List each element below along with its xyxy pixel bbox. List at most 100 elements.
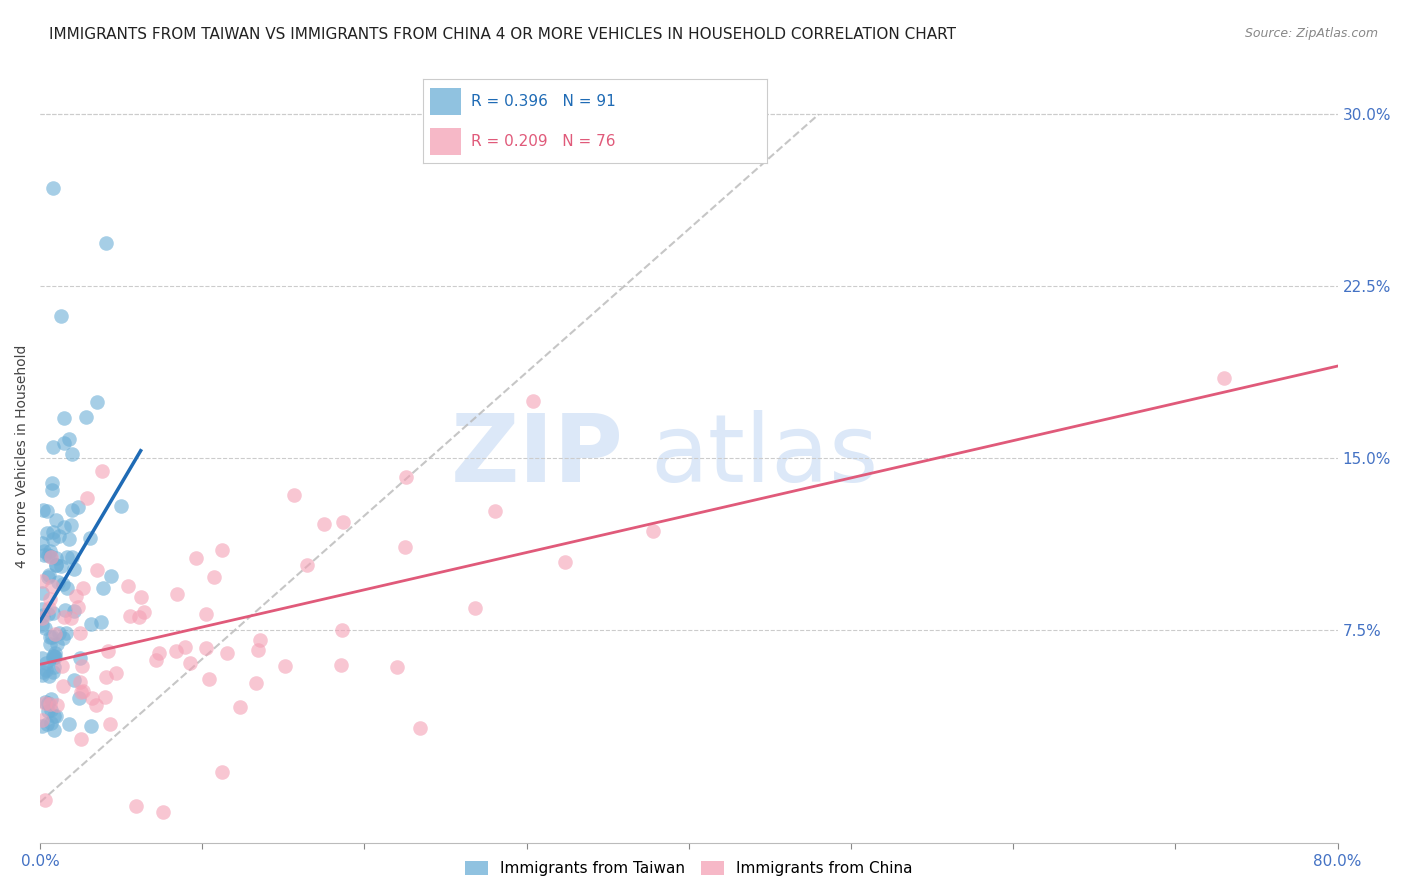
Point [38,568,60,582]
Point [41,476,63,491]
Point [132,605,155,619]
Point [91,581,114,595]
Point [84,698,107,713]
Point [44,626,66,640]
Point [55,626,77,640]
Point [249,632,271,647]
Point [1213,371,1236,385]
Text: Source: ZipAtlas.com: Source: ZipAtlas.com [1244,27,1378,40]
Point [34,695,56,709]
Point [179,656,201,670]
Point [42,606,65,620]
Point [45,698,67,712]
Point [104,666,127,681]
Point [63,673,86,687]
Point [67,500,90,514]
Point [32,607,55,622]
Point [100,569,122,583]
Point [45,708,67,723]
Point [91,464,114,478]
Point [80,719,103,733]
Point [86,563,108,577]
Point [42,532,65,546]
Point [70,659,93,673]
Point [297,558,319,572]
Point [202,569,225,583]
Point [44,646,66,660]
Point [53,411,76,425]
Point [53,609,76,624]
Point [58,532,80,546]
Point [34,548,56,562]
Point [31,617,53,632]
Y-axis label: 4 or more Vehicles in Household: 4 or more Vehicles in Household [15,344,30,567]
Point [165,644,187,658]
Point [32,503,55,517]
Point [96,670,118,684]
Point [42,665,65,680]
Point [44,709,66,723]
Point [274,659,297,673]
Point [80,691,103,706]
Point [42,648,65,663]
Point [63,604,86,618]
Point [37,705,59,719]
Point [215,646,238,660]
Point [395,470,418,484]
Point [94,690,117,705]
Point [38,669,60,683]
Point [42,650,65,665]
Text: ZIP: ZIP [451,410,624,502]
Point [51,659,73,673]
Point [46,574,69,589]
Point [31,602,53,616]
Point [39,544,62,558]
Point [31,719,53,733]
Point [332,515,354,529]
Point [195,607,218,621]
Point [42,660,65,674]
Point [38,630,60,644]
Point [32,665,55,679]
Point [41,630,63,644]
Point [79,616,101,631]
Point [39,592,62,607]
Point [53,603,76,617]
Point [65,589,87,603]
Point [39,549,62,564]
Point [44,649,66,664]
Point [58,717,80,731]
Point [247,643,270,657]
Point [41,703,63,717]
Point [62,562,84,576]
Point [39,698,62,712]
Point [152,805,174,819]
Point [53,435,76,450]
Point [145,653,167,667]
Point [117,579,139,593]
Point [41,579,63,593]
Point [52,631,75,645]
Point [32,544,55,558]
Legend: Immigrants from Taiwan, Immigrants from China: Immigrants from Taiwan, Immigrants from … [460,855,918,882]
Point [69,626,91,640]
Point [330,623,353,637]
Point [72,684,94,698]
Point [45,637,67,651]
Point [641,524,664,538]
Point [66,600,89,615]
Point [94,235,117,250]
Point [67,690,90,705]
Point [31,536,53,550]
Point [45,558,67,572]
Point [31,574,53,588]
Text: IMMIGRANTS FROM TAIWAN VS IMMIGRANTS FROM CHINA 4 OR MORE VEHICLES IN HOUSEHOLD : IMMIGRANTS FROM TAIWAN VS IMMIGRANTS FRO… [49,27,956,42]
Point [45,551,67,566]
Point [229,700,252,714]
Point [211,764,233,779]
Point [35,504,58,518]
Point [211,542,233,557]
Point [56,581,79,595]
Point [128,610,150,624]
Point [31,667,53,681]
